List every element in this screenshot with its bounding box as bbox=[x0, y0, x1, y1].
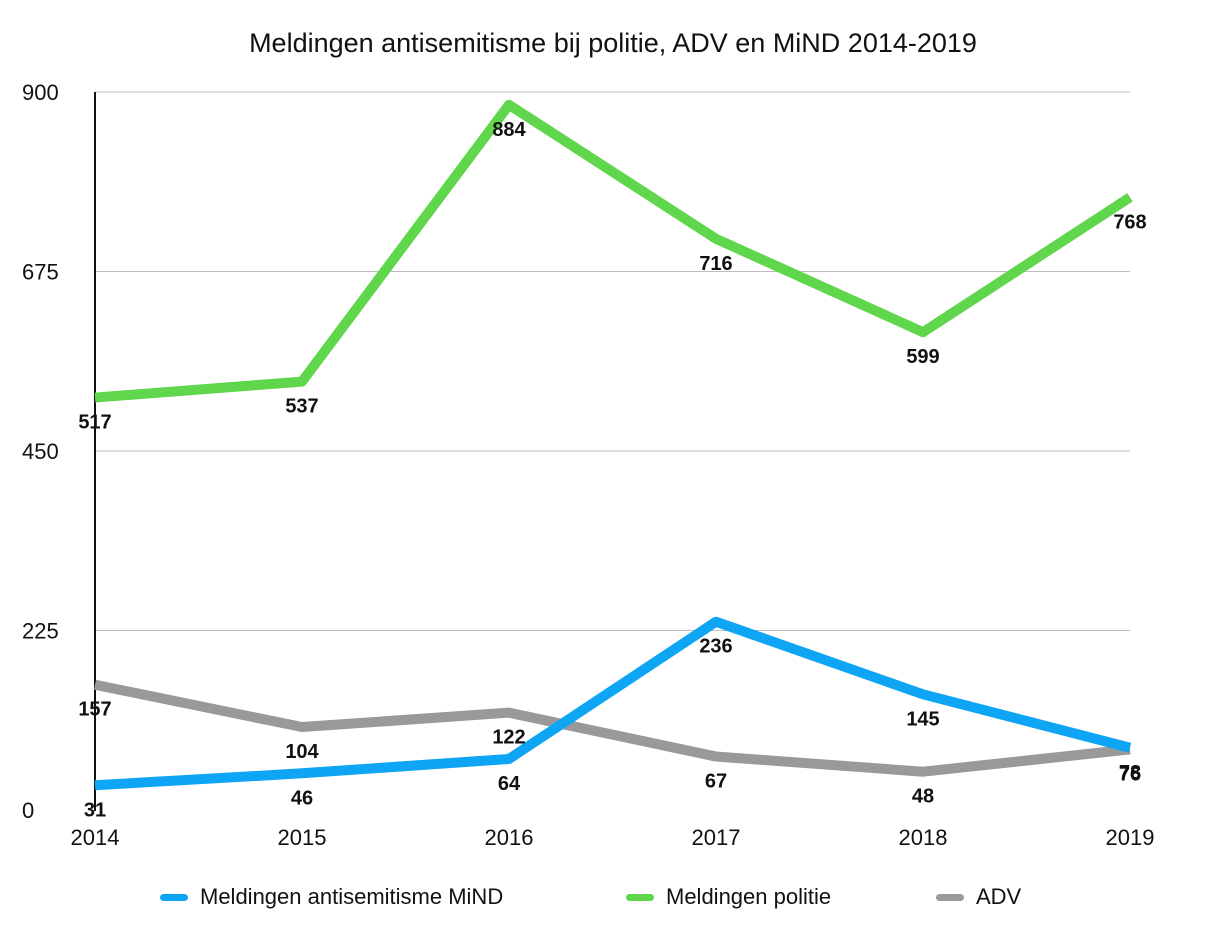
x-tick-label: 2018 bbox=[899, 825, 948, 850]
legend-swatch bbox=[160, 893, 188, 901]
data-label: 46 bbox=[291, 787, 313, 809]
data-label: 78 bbox=[1119, 762, 1141, 784]
legend: Meldingen antisemitisme MiND Meldingen po… bbox=[0, 880, 1216, 914]
legend-label: Meldingen politie bbox=[666, 884, 832, 909]
data-label: 67 bbox=[705, 771, 727, 793]
data-label: 145 bbox=[906, 708, 939, 730]
series-line-1 bbox=[94, 99, 1133, 403]
legend-swatch bbox=[626, 893, 654, 901]
legend-label: ADV bbox=[976, 884, 1022, 909]
legend-item: ADV bbox=[936, 880, 1021, 914]
data-labels: 31 46 64 236 145 78 517 537 884 716 599 768 157 104 12… bbox=[78, 119, 1146, 822]
data-label: 716 bbox=[699, 253, 732, 275]
x-tick-label: 2017 bbox=[692, 825, 741, 850]
data-label: 236 bbox=[699, 636, 732, 658]
gridlines bbox=[95, 91, 1130, 631]
data-label: 31 bbox=[84, 799, 106, 821]
legend-item: Meldingen politie bbox=[626, 880, 831, 914]
x-tick-label: 2015 bbox=[278, 825, 327, 850]
legend-swatch bbox=[936, 893, 964, 901]
y-tick-label: 450 bbox=[22, 439, 59, 464]
series-lines bbox=[93, 99, 1133, 791]
legend-item: Meldingen antisemitisme MiND bbox=[160, 880, 503, 914]
data-label: 64 bbox=[498, 773, 521, 795]
x-tick-label: 2019 bbox=[1106, 825, 1155, 850]
data-label: 599 bbox=[906, 346, 939, 368]
data-label: 884 bbox=[492, 119, 526, 141]
data-label: 76 bbox=[1119, 763, 1141, 785]
data-label: 48 bbox=[912, 786, 934, 808]
line-chart: 0 225 450 675 900 2014 2015 2016 2017 2018 2019 31… bbox=[22, 80, 1154, 850]
chart-title: Meldingen antisemitisme bij politie, ADV… bbox=[249, 28, 977, 58]
y-tick-label: 900 bbox=[22, 80, 59, 105]
data-label: 157 bbox=[78, 699, 111, 721]
x-tick-label: 2014 bbox=[71, 825, 120, 850]
series-line-2 bbox=[93, 679, 1131, 777]
data-label: 104 bbox=[285, 741, 319, 763]
axes: 0 225 450 675 900 2014 2015 2016 2017 2018 2019 bbox=[22, 80, 1154, 850]
data-label: 122 bbox=[492, 727, 525, 749]
legend-label: Meldingen antisemitisme MiND bbox=[200, 884, 504, 909]
x-tick-label: 2016 bbox=[485, 825, 534, 850]
y-tick-label: 225 bbox=[22, 619, 59, 644]
data-label: 768 bbox=[1113, 211, 1146, 233]
data-label: 537 bbox=[285, 396, 318, 418]
y-tick-label: 675 bbox=[22, 260, 59, 285]
y-tick-label: 0 bbox=[22, 798, 34, 823]
series-line-0 bbox=[94, 616, 1132, 791]
data-label: 517 bbox=[78, 412, 111, 434]
